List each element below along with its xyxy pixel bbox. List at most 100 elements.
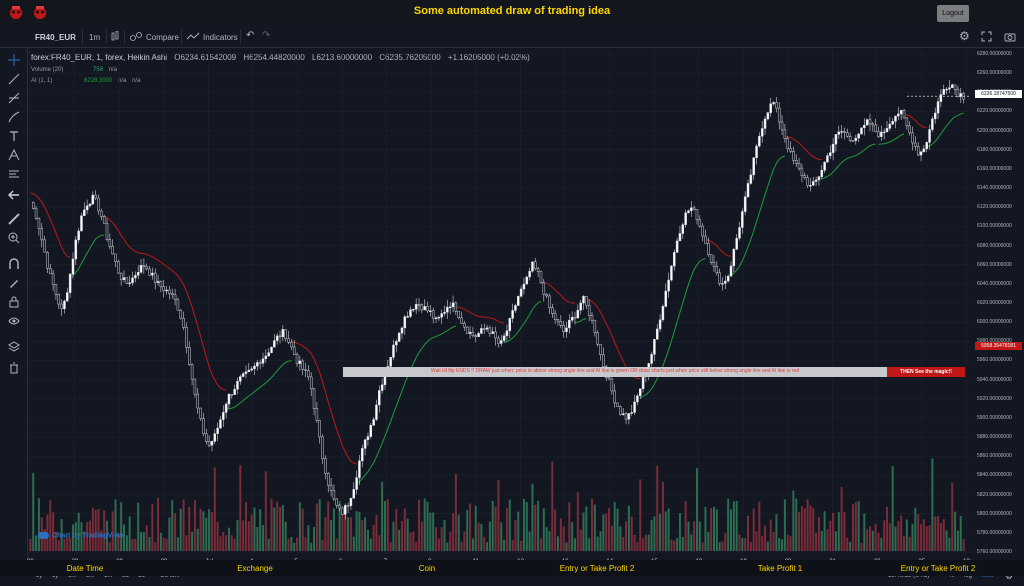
volume-bar [651,520,653,551]
candle-body [917,146,919,155]
candle-body [821,170,823,176]
candle-body [804,176,806,178]
candle-body [341,508,343,514]
candle-body [330,485,332,490]
trash-icon[interactable] [8,362,20,374]
volume-bar [636,542,638,551]
candle-body [373,420,375,426]
candle-body [747,183,749,196]
lock-icon[interactable] [8,296,20,308]
chart-style-icon[interactable] [110,31,120,42]
volume-bar [313,527,315,551]
pattern-icon[interactable] [8,149,20,161]
candle-body [285,329,287,338]
candle-body [89,204,91,206]
candle-body [163,287,165,291]
candle-body [537,269,539,272]
text-tool-icon[interactable] [8,130,20,142]
volume-bar [387,499,389,551]
brush-icon[interactable] [8,111,20,123]
symbol-search[interactable]: FR40_EUR [35,33,76,42]
volume-bar [151,504,153,551]
zoom-in-icon[interactable] [8,232,20,244]
ai-line-segment [859,152,862,154]
volume-bar [358,512,360,551]
price-tick-label: 5820.00000000 [977,492,1012,498]
crosshair-icon[interactable] [8,54,20,66]
stay-in-drawing-icon[interactable] [8,277,20,289]
volume-bar [452,513,454,551]
ai-line-segment [263,383,266,385]
prediction-icon[interactable] [8,168,20,180]
ai-line-segment [711,242,714,244]
volume-bar [730,509,732,551]
interval-button[interactable]: 1m [89,33,100,42]
layers-icon[interactable] [8,341,20,353]
candle-body [673,252,675,266]
fullscreen-icon[interactable] [981,31,992,42]
volume-bar [205,518,207,551]
candle-body [149,269,151,275]
back-arrow-icon[interactable] [8,189,20,201]
indicators-icon[interactable] [186,32,200,41]
trend-line-icon[interactable] [8,73,20,85]
volume-bar [166,539,168,551]
candle-body [580,303,582,310]
ai-line-segment [314,359,317,365]
undo-icon[interactable]: ↶ [246,30,254,41]
redo-icon[interactable]: ↷ [262,30,270,41]
compare-icon[interactable] [129,31,143,42]
volume-bar [228,528,230,551]
ai-line-segment [323,382,326,392]
price-axis[interactable]: 6280.000000006260.000000006240.000000006… [971,48,1024,556]
volume-bar [580,530,582,551]
volume-bar [316,504,318,551]
ai-line-segment [240,400,243,402]
eye-icon[interactable] [8,315,20,327]
volume-bar [478,522,480,551]
candle-body [611,379,613,391]
candle-body [912,133,914,143]
volume-bar [685,501,687,551]
ai-line-segment [663,358,666,366]
tradingview-brand[interactable]: Chart by TradingView [38,532,123,539]
toolbar-divider [240,30,241,44]
compare-button[interactable]: Compare [146,33,179,42]
ai-line-segment [490,318,493,319]
candle-body [333,490,335,499]
logout-button[interactable]: Logout [937,5,969,22]
price-tick-label: 5880.00000000 [977,434,1012,440]
candle-body [583,296,585,303]
ai-line-segment [961,113,964,114]
candle-body [211,441,213,445]
settings-gear-icon[interactable]: ⚙ [959,29,970,43]
ai-line-segment [802,146,805,149]
candle-body [807,178,809,186]
volume-bar [645,534,647,551]
candle-body [653,339,655,354]
volume-bar [424,499,426,551]
ai-line-segment [64,253,67,257]
ai-line-segment [229,408,232,409]
toolbar-divider [82,30,83,44]
volume-bar [330,520,332,551]
ai-line-segment [215,380,218,385]
volume-bar [560,518,562,551]
candle-body [160,281,162,286]
candle-body [529,271,531,277]
volume-bar [801,506,803,551]
candle-body [52,274,54,285]
fib-retracement-icon[interactable] [8,92,20,104]
candle-body [273,341,275,348]
price-tick-label: 6060.00000000 [977,262,1012,268]
camera-icon[interactable] [1004,31,1016,42]
volume-bar [656,466,658,551]
ai-line-segment [178,276,181,280]
candle-body [668,280,670,291]
ai-line-segment [955,115,958,116]
price-chart[interactable] [27,48,971,556]
indicators-button[interactable]: Indicators [203,33,238,42]
magnet-icon[interactable] [8,258,20,270]
ruler-icon[interactable] [8,213,20,225]
ai-line-segment [161,262,164,264]
